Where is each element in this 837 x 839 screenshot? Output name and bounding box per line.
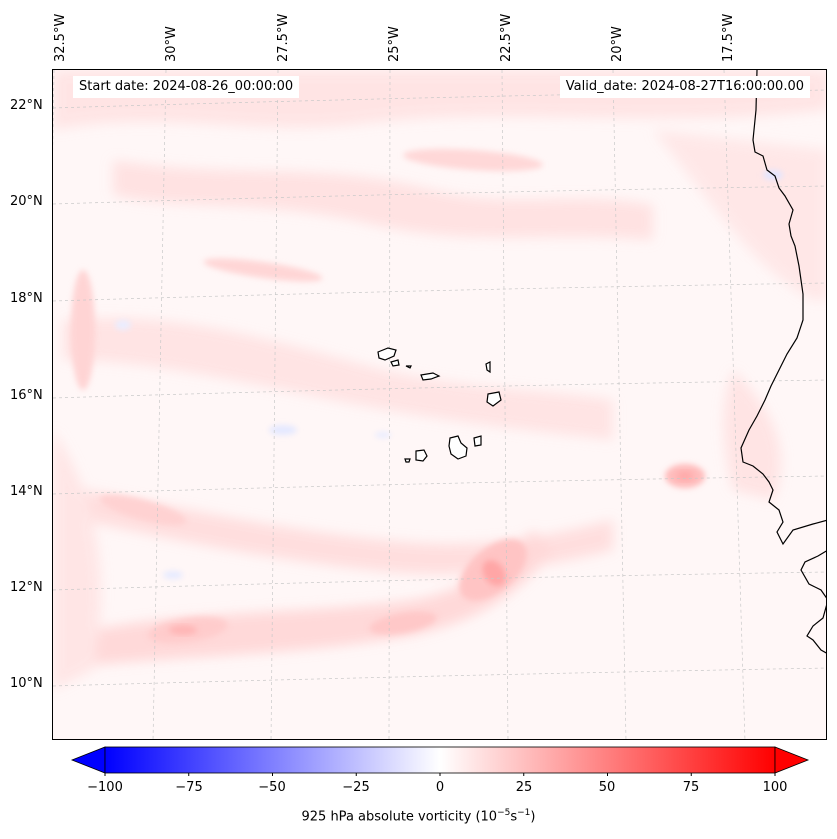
- start-date-text: Start date: 2024-08-26_00:00:00: [79, 79, 294, 94]
- lon-label-30w: 30°W: [164, 26, 179, 62]
- vorticity-maximum: [482, 560, 506, 586]
- lon-label-25w: 25°W: [387, 26, 402, 62]
- colorbar-gradient: [104, 746, 776, 774]
- colorbar-extend-max: [774, 746, 810, 774]
- lon-label-22-5w: 22.5°W: [499, 13, 514, 62]
- tick-label: −75: [175, 780, 203, 795]
- lat-label-14n: 14°N: [10, 484, 43, 499]
- lat-label-18n: 18°N: [10, 291, 43, 306]
- africa-coastline: [740, 70, 826, 654]
- start-date-box: Start date: 2024-08-26_00:00:00: [73, 76, 300, 98]
- lon-label-17-5w: 17.5°W: [721, 13, 736, 62]
- lon-label-27-5w: 27.5°W: [276, 13, 291, 62]
- tick-label: 75: [682, 780, 700, 795]
- lon-label-32-5w: 32.5°W: [53, 13, 68, 62]
- lat-label-10n: 10°N: [10, 676, 43, 691]
- tick-label: −100: [87, 780, 123, 795]
- lat-label-22n: 22°N: [10, 98, 43, 113]
- lat-label-12n: 12°N: [10, 580, 43, 595]
- cape-verde-islands: [377, 347, 502, 463]
- valid-date-box: Valid_date: 2024-08-27T16:00:00.00: [559, 76, 810, 98]
- tick-label: 25: [515, 780, 533, 795]
- colorbar-extend-min: [70, 746, 106, 774]
- tick-label: 100: [762, 780, 788, 795]
- vorticity-map[interactable]: Start date: 2024-08-26_00:00:00 Valid_da…: [52, 69, 827, 740]
- tick-label: 50: [598, 780, 616, 795]
- tick-label: 0: [435, 780, 445, 795]
- colorbar: [70, 746, 810, 776]
- tick-label: −25: [342, 780, 370, 795]
- lon-label-20w: 20°W: [610, 26, 625, 62]
- tick-label: −50: [258, 780, 286, 795]
- graticule: [53, 70, 826, 739]
- vorticity-field: [53, 70, 826, 739]
- colorbar-label: 925 hPa absolute vorticity (10−5s−1): [301, 808, 536, 825]
- lat-label-16n: 16°N: [10, 388, 43, 403]
- lat-label-20n: 20°N: [10, 194, 43, 209]
- valid-date-text: Valid_date: 2024-08-27T16:00:00.00: [565, 79, 804, 94]
